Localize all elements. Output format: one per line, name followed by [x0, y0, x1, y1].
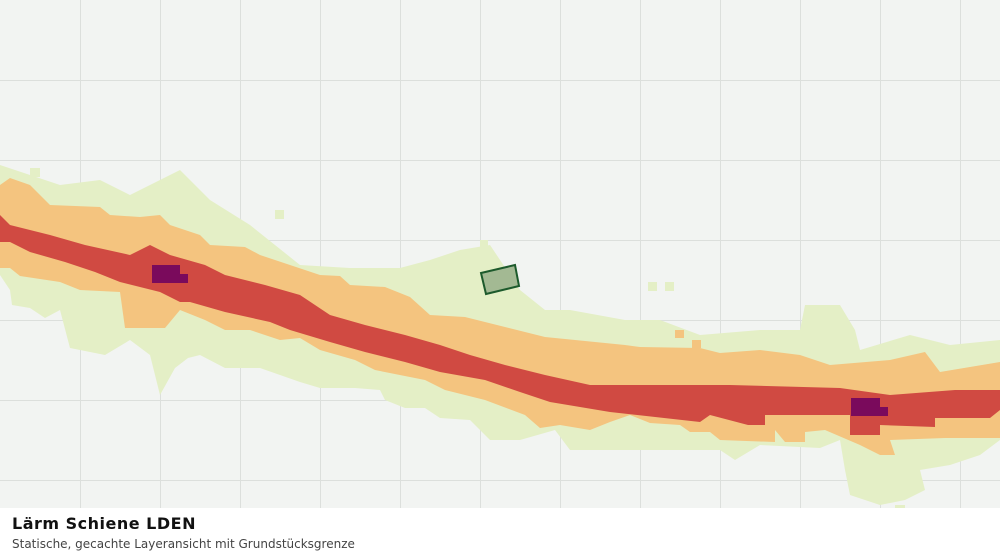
parcel-boundary[interactable] — [479, 263, 521, 296]
noise-zone-very-high — [152, 265, 888, 416]
caption-bar: Lärm Schiene LDEN Statische, gecachte La… — [0, 508, 1000, 560]
map-subtitle: Statische, gecachte Layeransicht mit Gru… — [12, 537, 355, 551]
map-canvas — [0, 0, 1000, 508]
map-title: Lärm Schiene LDEN — [12, 514, 196, 533]
noise-zone-high — [0, 215, 1000, 435]
